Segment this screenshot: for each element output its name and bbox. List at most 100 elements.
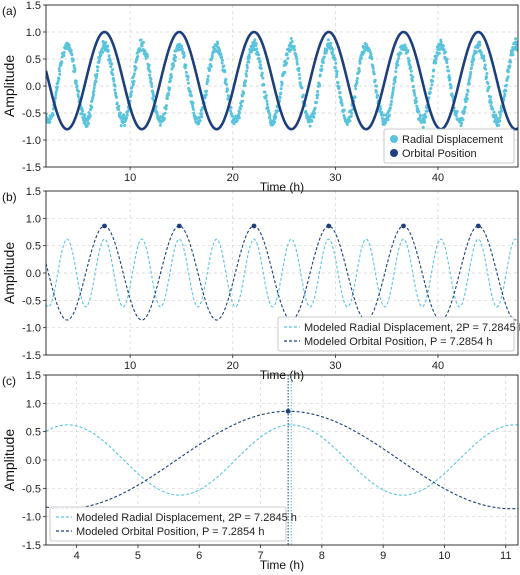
data-point <box>315 100 319 104</box>
data-point <box>337 85 341 89</box>
data-point <box>186 75 190 79</box>
data-point <box>321 61 325 65</box>
data-point <box>482 54 486 58</box>
data-point <box>318 84 322 88</box>
data-point <box>465 93 469 97</box>
data-point <box>54 93 58 97</box>
data-point <box>431 74 435 78</box>
legend-box <box>383 128 515 164</box>
data-point <box>172 64 176 68</box>
data-point <box>409 65 413 69</box>
x-tick-label: 40 <box>432 360 444 372</box>
data-point <box>487 85 491 89</box>
data-point <box>424 115 428 119</box>
data-point <box>443 50 447 54</box>
data-point <box>67 44 71 48</box>
data-point <box>412 88 416 92</box>
data-point <box>315 96 319 100</box>
data-point <box>354 87 358 91</box>
data-point <box>267 111 271 115</box>
data-point <box>265 99 269 103</box>
data-point <box>244 72 248 76</box>
data-point <box>135 58 139 62</box>
data-point <box>229 109 233 113</box>
data-point <box>415 104 419 108</box>
y-tick-label: 0.5 <box>26 241 41 253</box>
x-tick-label: 30 <box>329 360 341 372</box>
data-point <box>478 40 482 44</box>
data-point <box>318 73 322 77</box>
data-point <box>396 63 400 67</box>
data-point <box>148 73 152 77</box>
data-point <box>316 93 320 97</box>
data-point <box>216 42 220 45</box>
data-point <box>46 112 48 116</box>
x-tick-label: 11 <box>500 550 511 562</box>
data-point <box>126 109 130 113</box>
data-point <box>434 61 438 65</box>
data-point <box>119 124 123 128</box>
data-point <box>482 59 486 63</box>
data-point <box>289 36 293 40</box>
data-point <box>158 123 162 127</box>
data-point <box>368 50 372 54</box>
data-point <box>355 76 359 80</box>
data-point <box>329 41 333 45</box>
data-point <box>73 70 77 74</box>
data-point <box>180 47 184 51</box>
data-point <box>258 59 262 63</box>
data-point <box>58 69 61 73</box>
data-point <box>164 104 168 108</box>
data-point <box>57 77 61 81</box>
data-point <box>430 83 434 87</box>
x-tick-label: 10 <box>438 550 450 562</box>
data-point <box>80 109 84 113</box>
legend: Modeled Radial Displacement, 2P = 7.2845… <box>49 506 297 542</box>
series-line-1 <box>46 410 518 510</box>
data-point <box>244 74 248 78</box>
data-point <box>412 91 416 95</box>
data-point <box>69 48 73 52</box>
data-point <box>266 106 270 110</box>
data-point <box>445 61 449 65</box>
y-tick-label: 1.5 <box>26 370 41 382</box>
data-point <box>113 84 117 88</box>
y-tick-label: -1.5 <box>22 350 41 362</box>
data-point <box>506 75 510 79</box>
data-point <box>111 73 115 77</box>
data-point <box>257 56 261 60</box>
data-point <box>205 89 209 93</box>
data-point <box>257 53 261 57</box>
data-point <box>359 56 363 60</box>
data-point <box>259 63 263 67</box>
data-point <box>242 91 246 95</box>
data-point <box>83 113 87 117</box>
data-point <box>429 86 433 90</box>
y-tick-label: 0.5 <box>26 427 41 439</box>
legend-swatch <box>390 135 398 143</box>
data-point <box>204 93 208 97</box>
data-point <box>479 50 483 54</box>
data-point <box>298 82 302 86</box>
data-point <box>122 114 126 118</box>
data-point <box>186 81 190 85</box>
data-point <box>478 43 482 47</box>
x-tick-label: 10 <box>124 360 136 372</box>
data-point <box>489 101 493 105</box>
data-point <box>498 119 502 123</box>
data-point <box>325 48 329 52</box>
data-point <box>463 105 467 109</box>
data-point <box>357 69 361 73</box>
data-point <box>431 79 435 83</box>
data-point <box>73 67 77 71</box>
data-point <box>166 91 170 95</box>
data-point <box>465 97 469 101</box>
data-point <box>411 75 415 79</box>
data-point <box>264 94 268 98</box>
data-point <box>370 57 374 61</box>
data-point <box>353 95 357 99</box>
data-point <box>283 70 287 74</box>
data-point <box>489 95 493 99</box>
data-point <box>357 67 361 71</box>
data-point <box>313 111 317 115</box>
